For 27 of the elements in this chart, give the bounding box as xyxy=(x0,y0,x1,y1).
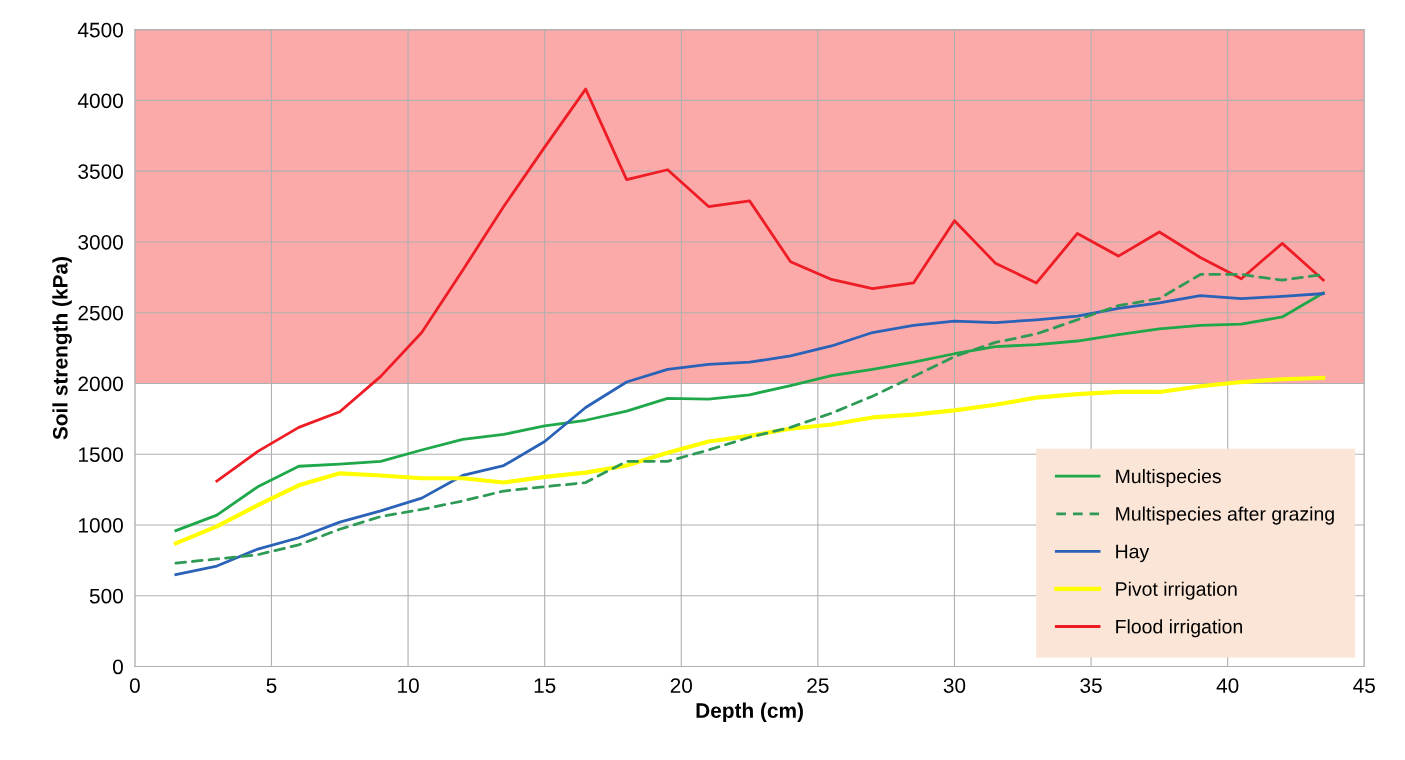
x-axis-title: Depth (cm) xyxy=(696,702,803,723)
legend-label: Pivot irrigation xyxy=(1116,581,1237,600)
x-tick-label: 25 xyxy=(807,678,829,693)
y-tick-label: 1000 xyxy=(79,517,123,533)
y-tick-label: 4000 xyxy=(77,93,123,109)
y-tick-label: 3000 xyxy=(78,234,123,250)
legend-label: Multispecies xyxy=(1116,468,1221,488)
y-tick-label: 2000 xyxy=(78,376,123,392)
x-tick-label: 35 xyxy=(1080,678,1102,693)
y-tick-label: 500 xyxy=(89,588,123,604)
y-axis-title: Soil strength (kPa) xyxy=(52,257,72,440)
legend-label: Hay xyxy=(1116,544,1150,563)
x-tick-label: 5 xyxy=(266,678,277,693)
x-tick-label: 10 xyxy=(398,678,419,693)
y-tick-label: 4500 xyxy=(77,22,123,38)
y-tick-label: 3500 xyxy=(78,164,123,179)
legend-label: Multispecies after grazing xyxy=(1116,506,1334,525)
y-tick-label: 2500 xyxy=(78,305,123,321)
x-tick-label: 45 xyxy=(1353,678,1375,693)
x-tick-label: 20 xyxy=(670,678,693,693)
x-tick-label: 0 xyxy=(129,678,140,693)
x-tick-label: 40 xyxy=(1216,678,1239,693)
legend-label: Flood irrigation xyxy=(1116,619,1242,638)
x-tick-label: 15 xyxy=(534,678,556,693)
y-tick-label: 1500 xyxy=(79,447,123,462)
y-tick-label: 0 xyxy=(113,659,123,675)
x-tick-label: 30 xyxy=(943,678,966,693)
